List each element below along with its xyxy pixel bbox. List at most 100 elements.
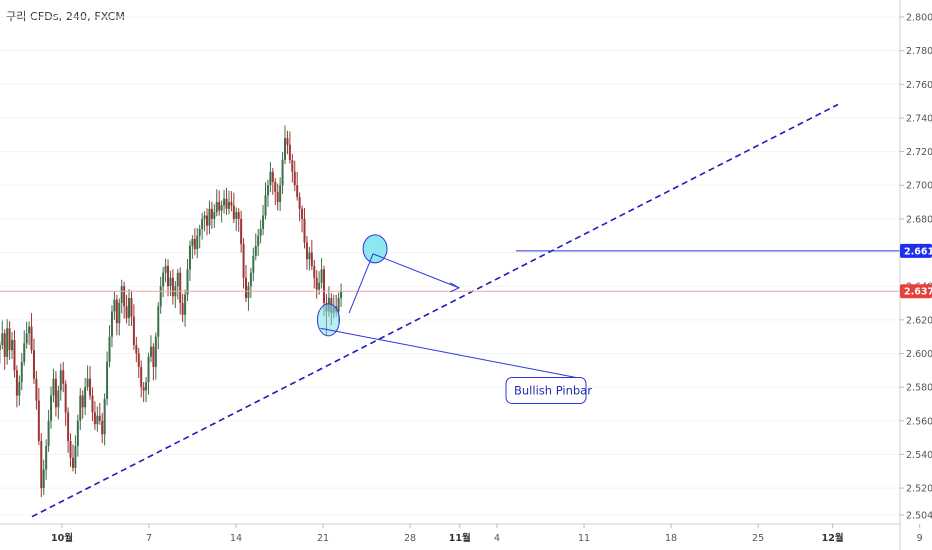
candle-body [269, 171, 272, 186]
candle-body [266, 185, 269, 196]
candle-body [315, 277, 318, 290]
candle-body [213, 212, 216, 219]
price-badge-current: 2.637 [900, 284, 932, 299]
y-tick-label: 2.760 [906, 80, 932, 91]
candle-body [245, 277, 248, 298]
candle-body [203, 215, 206, 219]
candle-body [176, 272, 179, 287]
candle-body [74, 446, 77, 468]
y-tick-label: 2.720 [906, 147, 932, 158]
candle-body [279, 185, 282, 203]
candle-body [288, 144, 291, 161]
candle-body [152, 346, 155, 367]
candle-body [188, 245, 191, 270]
candle-body [198, 228, 201, 236]
candle-body [240, 218, 243, 245]
candle-body [135, 345, 138, 354]
candle-body [169, 277, 172, 287]
candle-body [305, 242, 308, 260]
grid [0, 16, 900, 516]
candle-body [101, 420, 104, 435]
candle-body [20, 361, 23, 383]
candle-body [201, 218, 204, 229]
resistance-price-badge [900, 243, 932, 258]
x-tick-label: 11 [578, 533, 590, 544]
candle-body [298, 197, 301, 209]
candle-body [37, 400, 40, 441]
y-tick-label: 2.800 [906, 13, 932, 24]
candle-body [96, 415, 99, 425]
y-tick-label: 2.580 [906, 383, 932, 394]
candle-body [164, 266, 167, 273]
candle-body [125, 306, 128, 319]
candle-body [310, 252, 313, 266]
candle-body [301, 208, 304, 219]
x-tick-label: 28 [404, 533, 416, 544]
candle-body [140, 366, 143, 388]
candle-body [40, 440, 43, 489]
candle-body [181, 303, 184, 315]
x-tick-label: 11월 [449, 532, 471, 544]
candle-body [220, 205, 223, 211]
candle-body [196, 235, 199, 250]
candle-body [18, 382, 21, 396]
candle-body [157, 306, 160, 337]
candle-body [123, 286, 126, 307]
candle-body [262, 215, 265, 229]
candle-body [71, 457, 74, 468]
candle-body [25, 333, 28, 344]
y-tick-label: 2.780 [906, 46, 932, 57]
candle-body [254, 245, 257, 256]
candle-body [145, 382, 148, 391]
candle-body [1, 333, 4, 346]
candle-body [113, 299, 116, 312]
arrow-head-icon [449, 282, 461, 293]
candle-body [62, 370, 65, 384]
highlight-circle-pinbar[interactable] [316, 303, 340, 337]
candle-body [320, 269, 323, 283]
y-tick-label: 2.600 [906, 349, 932, 360]
candle-body [128, 297, 131, 319]
candle-body [167, 266, 170, 287]
candle-body [35, 378, 38, 401]
candle-body [6, 328, 9, 357]
x-tick-label: 25 [752, 533, 764, 544]
x-tick-label: 21 [317, 533, 329, 544]
candle-body [286, 138, 289, 145]
candle-body [142, 387, 145, 391]
candle-body [308, 252, 311, 260]
candlestick-series [0, 125, 343, 498]
candle-body [281, 160, 284, 186]
candle-body [225, 198, 228, 209]
candle-body [103, 398, 106, 435]
candle-body [227, 202, 230, 209]
candle-body [313, 266, 316, 278]
candle-body [303, 218, 306, 243]
candle-body [130, 297, 133, 317]
candle-body [235, 212, 238, 219]
candle-body [11, 340, 14, 351]
candle-body [323, 269, 326, 304]
dashed-trendline[interactable] [31, 103, 839, 518]
candle-body [215, 202, 218, 213]
callout-connector [320, 327, 577, 378]
candle-body [120, 286, 123, 304]
projection-arrow[interactable] [348, 253, 460, 314]
candle-body [69, 440, 72, 458]
highlight-circle-target[interactable] [362, 234, 388, 264]
candle-body [137, 353, 140, 367]
candle-body [274, 181, 277, 192]
candle-body [93, 412, 96, 425]
candle-body [208, 208, 211, 226]
x-tick-label: 4 [494, 533, 500, 544]
candle-body [45, 446, 48, 470]
candle-body [149, 346, 152, 357]
callout-box[interactable] [505, 377, 587, 404]
y-tick-label: 2.680 [906, 214, 932, 225]
candle-body [67, 412, 70, 441]
x-axis-ticks: 10월 7 14 21 28 11월 4 11 18 25 12월 9 [51, 524, 923, 544]
x-tick-label: 7 [146, 533, 152, 544]
candle-body [8, 328, 11, 351]
